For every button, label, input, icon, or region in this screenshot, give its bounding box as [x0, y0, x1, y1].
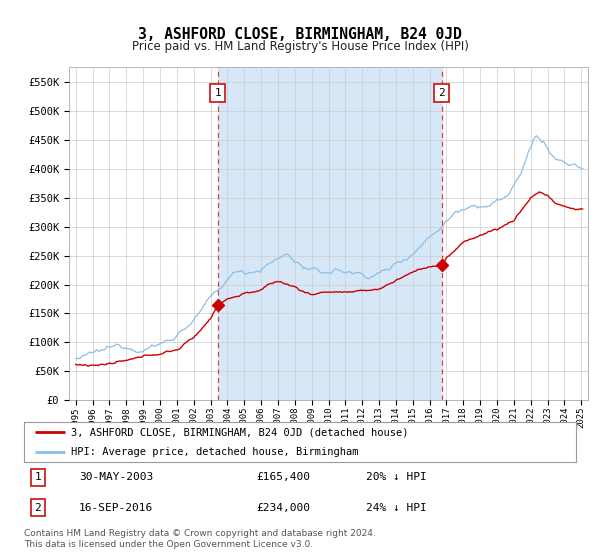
Text: 1: 1 — [214, 88, 221, 98]
Text: 2: 2 — [438, 88, 445, 98]
Bar — [218, 67, 442, 400]
Text: £234,000: £234,000 — [256, 503, 310, 513]
Text: 20% ↓ HPI: 20% ↓ HPI — [366, 472, 427, 482]
Text: HPI: Average price, detached house, Birmingham: HPI: Average price, detached house, Birm… — [71, 447, 358, 458]
Text: Contains HM Land Registry data © Crown copyright and database right 2024.
This d: Contains HM Land Registry data © Crown c… — [24, 529, 376, 549]
Text: 3, ASHFORD CLOSE, BIRMINGHAM, B24 0JD: 3, ASHFORD CLOSE, BIRMINGHAM, B24 0JD — [138, 27, 462, 42]
Text: 1: 1 — [34, 472, 41, 482]
Text: 24% ↓ HPI: 24% ↓ HPI — [366, 503, 427, 513]
Text: 16-SEP-2016: 16-SEP-2016 — [79, 503, 154, 513]
Text: £165,400: £165,400 — [256, 472, 310, 482]
Text: 3, ASHFORD CLOSE, BIRMINGHAM, B24 0JD (detached house): 3, ASHFORD CLOSE, BIRMINGHAM, B24 0JD (d… — [71, 427, 409, 437]
Text: Price paid vs. HM Land Registry's House Price Index (HPI): Price paid vs. HM Land Registry's House … — [131, 40, 469, 53]
Text: 30-MAY-2003: 30-MAY-2003 — [79, 472, 154, 482]
Text: 2: 2 — [34, 503, 41, 513]
